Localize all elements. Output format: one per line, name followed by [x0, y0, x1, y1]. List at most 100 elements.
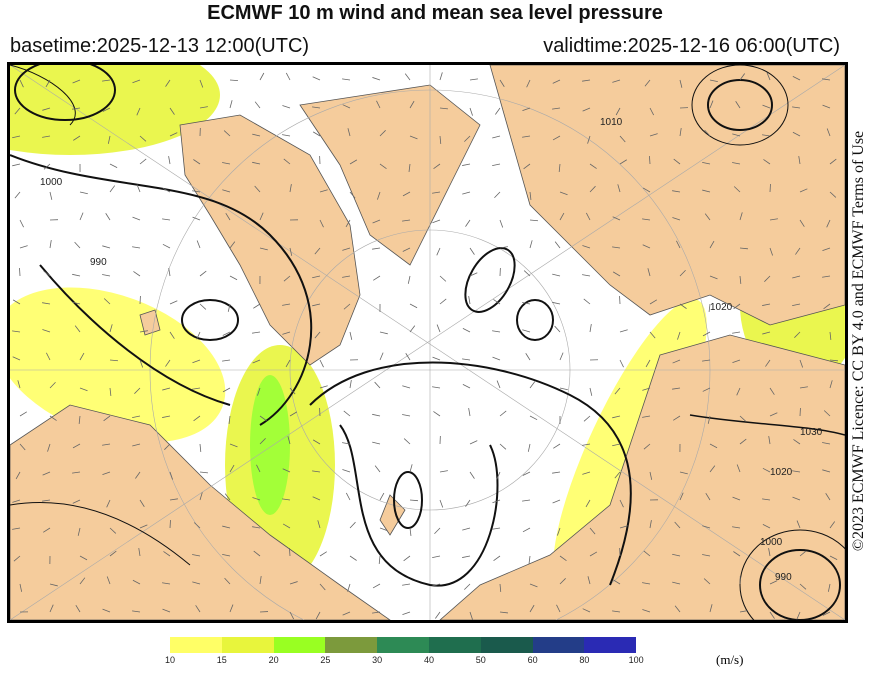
wind-arrow [704, 213, 711, 221]
wind-arrow [169, 471, 173, 480]
wind-arrow [559, 387, 568, 391]
wind-arrow [709, 79, 718, 83]
map-svg: 1000 990 1010 1020 1030 1020 1000 990 [10, 65, 845, 620]
wind-arrow [617, 184, 621, 193]
wind-arrow [405, 353, 411, 361]
wind-arrow [798, 156, 801, 165]
wind-arrow [46, 352, 51, 361]
wind-arrow [134, 387, 141, 394]
wind-arrow [582, 79, 591, 82]
wind-arrow [709, 465, 716, 473]
wind-arrow [199, 106, 208, 109]
land-masses [10, 65, 845, 620]
wind-arrow [612, 579, 621, 585]
wind-arrow [72, 471, 81, 474]
wind-arrow [163, 551, 171, 557]
wind-arrow [259, 72, 265, 81]
wind-arrow [199, 270, 207, 277]
wind-arrow [79, 387, 88, 392]
wind-arrow [259, 415, 267, 421]
wind-arrow [433, 163, 441, 170]
wind-arrow [222, 553, 231, 557]
wind-arrow [404, 73, 411, 81]
wind-arrow [349, 331, 353, 340]
wind-arrow [377, 191, 381, 200]
wind-arrow [732, 162, 741, 165]
wind-arrow [319, 219, 324, 228]
wind-arrow [102, 471, 111, 476]
wind-arrow [228, 415, 231, 424]
wind-arrow [792, 470, 801, 473]
svg-text:1030: 1030 [800, 427, 823, 438]
wind-arrow [642, 244, 651, 249]
wind-arrow [556, 604, 561, 613]
wind-arrow [14, 107, 21, 115]
wind-arrow [192, 387, 201, 390]
wind-arrow [229, 241, 236, 249]
siberia [439, 334, 845, 620]
wind-arrow [74, 325, 81, 333]
wind-arrow [649, 520, 652, 529]
wind-arrow [199, 443, 202, 452]
wind-arrow [252, 497, 261, 501]
wind-arrow [554, 325, 561, 333]
colorbar-unit: (m/s) [716, 652, 744, 667]
wind-arrow [672, 190, 681, 193]
wind-arrow [499, 79, 505, 87]
wind-arrow [168, 156, 171, 165]
wind-arrow [105, 213, 111, 221]
wind-arrow [319, 583, 326, 591]
wind-arrow [499, 410, 507, 417]
wind-arrow [289, 611, 295, 620]
wind-arrow [132, 216, 141, 221]
wind-arrow [829, 555, 838, 560]
wind-arrow [49, 381, 56, 389]
wind-arrow [169, 300, 178, 305]
wind-arrow [133, 271, 141, 277]
wind-arrow [612, 216, 621, 221]
wind-arrow [15, 471, 21, 480]
wind-arrow [585, 499, 591, 508]
greenland [179, 114, 361, 366]
wind-arrow [823, 410, 831, 417]
wind-arrow [254, 185, 261, 193]
colorbar-tick-label: 10 [164, 655, 176, 665]
wind-arrow [762, 134, 771, 137]
wind-arrow [229, 604, 234, 613]
wind-arrow [522, 329, 531, 333]
wind-arrow [619, 135, 626, 143]
wind-arrow [615, 107, 621, 116]
wind-arrow [283, 275, 291, 282]
wind-arrow [733, 303, 741, 310]
wind-arrow [792, 76, 801, 81]
wind-arrow [319, 551, 327, 557]
wind-arrow [372, 77, 381, 81]
wind-arrow [793, 439, 801, 445]
wind-arrow [739, 73, 746, 81]
wind-arrow [829, 359, 839, 362]
wind-arrow [435, 611, 441, 619]
wind-arrow [529, 219, 539, 222]
wind-arrow [732, 133, 741, 137]
wind-arrow [45, 79, 51, 88]
wind-arrow [252, 133, 261, 137]
colorbar-ticks: 10 15 20 25 30 40 50 60 80 100 [0, 655, 870, 675]
wind-arrow [409, 325, 416, 333]
wind-arrow [769, 580, 778, 585]
wind-arrow [462, 555, 471, 558]
wind-arrow [162, 243, 171, 249]
wind-arrow [522, 135, 531, 138]
wind-arrow [709, 443, 718, 449]
colorbar-tick-label: 50 [475, 655, 486, 665]
wind-arrow [378, 555, 381, 565]
wind-arrow [493, 299, 501, 305]
wind-arrow [19, 79, 24, 88]
wind-arrow [102, 107, 111, 112]
wind-arrow [312, 275, 321, 279]
wind-arrow [132, 443, 141, 447]
wind-arrow [342, 247, 351, 251]
wind-arrow [282, 134, 291, 137]
wind-arrow [643, 550, 651, 557]
wind-arrow [829, 380, 833, 389]
wind-arrow [103, 415, 111, 422]
